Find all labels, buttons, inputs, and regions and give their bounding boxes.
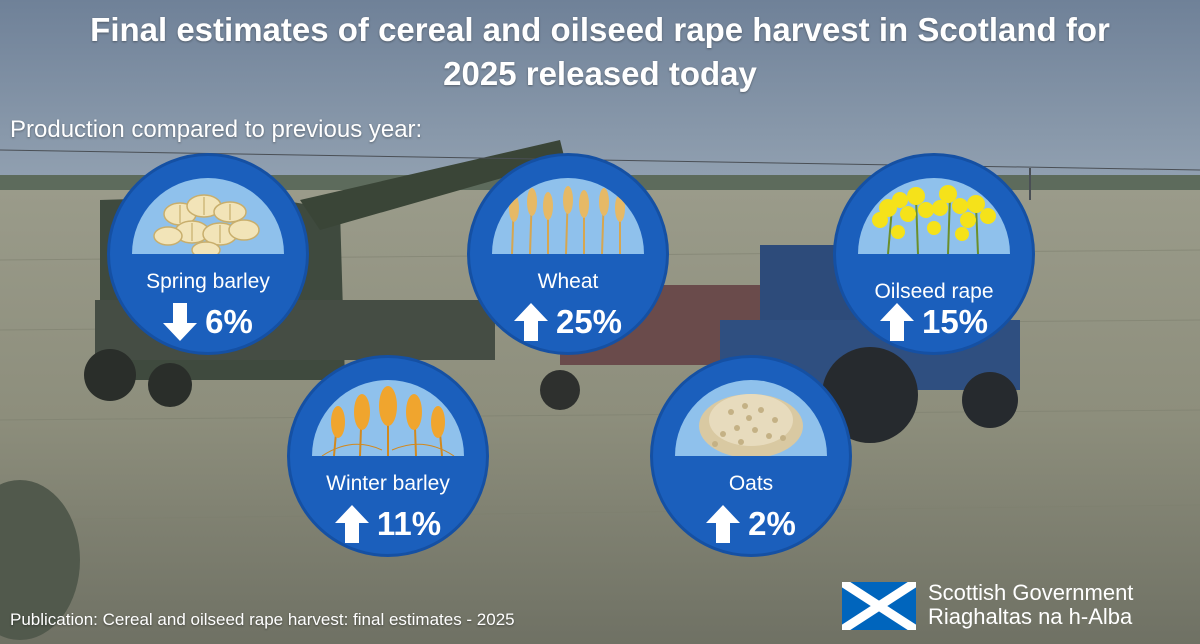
- oat-pile-icon: [699, 394, 803, 456]
- crop-name: Spring barley: [146, 270, 270, 293]
- crop-change-percent: 15%: [921, 303, 989, 340]
- crop-change: 6%: [110, 303, 306, 341]
- subtitle: Production compared to previous year:: [10, 116, 423, 143]
- crop-wheat: Wheat 25%: [467, 153, 669, 355]
- crop-image-dome: [492, 178, 644, 254]
- rapeseed-flowers-icon: [872, 185, 996, 254]
- page-title: Final estimates of cereal and oilseed ra…: [20, 8, 1180, 96]
- crop-image-dome: [675, 380, 827, 456]
- crop-change: 2%: [653, 505, 849, 543]
- crop-change: 25%: [470, 303, 666, 341]
- crop-name: Winter barley: [326, 472, 450, 495]
- arrow-up-icon: [513, 303, 548, 341]
- crop-spring-barley: Spring barley 6%: [107, 153, 309, 355]
- crop-change-percent: 2%: [748, 505, 796, 542]
- crop-oats: Oats 2%: [650, 355, 852, 557]
- arrow-up-icon: [706, 505, 741, 543]
- saltire-flag-icon: [842, 582, 916, 630]
- crop-image-dome: [132, 178, 284, 254]
- arrow-up-icon: [879, 303, 914, 341]
- crop-image-dome: [312, 380, 464, 456]
- arrow-down-icon: [163, 303, 198, 341]
- crop-name: Oilseed rape: [874, 280, 994, 303]
- crop-image-dome: [858, 178, 1010, 254]
- scottish-government-logo: Scottish Government Riaghaltas na h-Alba: [842, 580, 1182, 632]
- arrow-up-icon: [334, 505, 369, 543]
- wheat-ears-icon: [509, 186, 625, 254]
- crop-change: 15%: [836, 303, 1032, 341]
- barley-ears-icon: [321, 386, 455, 456]
- crop-name: Wheat: [537, 270, 599, 293]
- crop-oilseed-rape: Oilseed rape 15%: [833, 153, 1035, 355]
- crop-winter-barley: Winter barley 11%: [287, 355, 489, 557]
- title-line-2: 2025 released today: [443, 55, 757, 92]
- crop-change-percent: 25%: [555, 303, 623, 340]
- crop-change: 11%: [290, 505, 486, 543]
- crop-change-percent: 11%: [376, 505, 442, 542]
- logo-english-name: Scottish Government: [928, 580, 1134, 605]
- barley-grains-icon: [153, 194, 260, 254]
- title-line-1: Final estimates of cereal and oilseed ra…: [90, 11, 1110, 48]
- crop-name: Oats: [728, 472, 774, 495]
- crop-change-percent: 6%: [205, 303, 253, 340]
- logo-gaelic-name: Riaghaltas na h-Alba: [928, 604, 1133, 629]
- publication-note: Publication: Cereal and oilseed rape har…: [10, 610, 515, 629]
